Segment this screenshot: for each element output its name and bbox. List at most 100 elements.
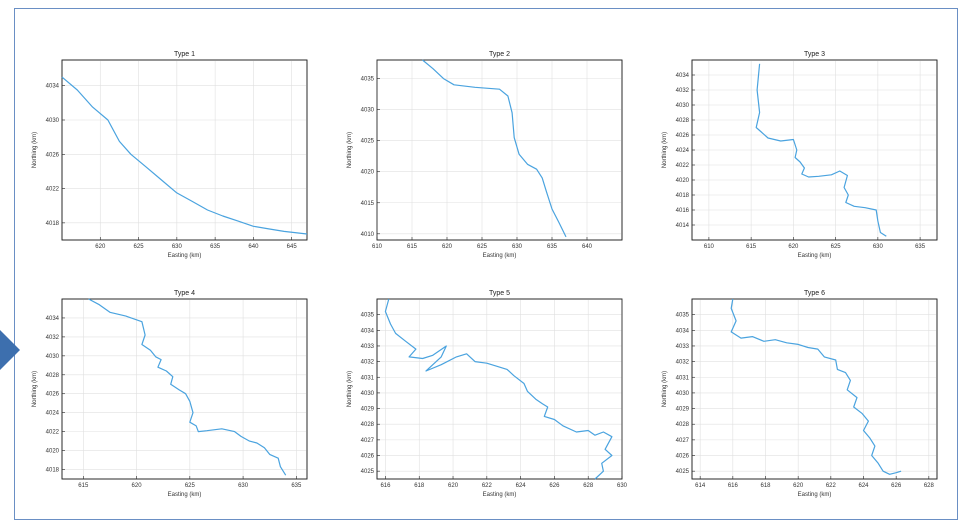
x-tick-label: 640 [582, 244, 593, 250]
x-tick-label: 630 [238, 483, 249, 489]
y-tick-label: 4018 [676, 193, 690, 199]
x-axis-label: Easting (km) [798, 253, 832, 259]
y-axis-label: Northing (km) [662, 132, 668, 168]
y-axis-label: Northing (km) [32, 371, 38, 407]
pointer-arrow-icon [0, 330, 20, 370]
x-tick-label: 622 [482, 483, 493, 489]
x-tick-label: 618 [414, 483, 425, 489]
x-tick-label: 635 [915, 244, 926, 250]
series-line [61, 76, 308, 235]
plot-area [691, 298, 938, 480]
x-tick-label: 626 [891, 483, 902, 489]
y-tick-label: 4018 [46, 221, 60, 227]
y-tick-label: 4034 [46, 84, 60, 90]
chart-type-1: Type 1 620 625 630 635 640 645 4018 4022 4026 4030… [32, 51, 308, 259]
y-tick-label: 4026 [46, 392, 60, 398]
chart-title: Type 4 [174, 290, 195, 297]
series-line [88, 298, 287, 476]
x-tick-label: 620 [132, 483, 143, 489]
y-tick-label: 4010 [361, 232, 375, 238]
x-tick-label: 640 [248, 244, 259, 250]
y-tick-label: 4032 [46, 335, 60, 341]
y-tick-label: 4030 [676, 391, 690, 397]
y-tick-label: 4026 [361, 454, 375, 460]
y-tick-label: 4031 [361, 375, 375, 381]
y-tick-label: 4034 [361, 328, 375, 334]
x-tick-label: 624 [516, 483, 527, 489]
y-tick-label: 4035 [361, 313, 375, 319]
y-tick-label: 4030 [361, 108, 375, 114]
chart-type-2: Type 2 610 615 620 625 630 635 640 4010 4015 4020 4… [347, 51, 623, 259]
plot-area [61, 59, 308, 241]
y-tick-label: 4030 [46, 354, 60, 360]
y-tick-label: 4025 [676, 469, 690, 475]
y-tick-label: 4029 [676, 407, 690, 413]
y-tick-label: 4035 [361, 77, 375, 83]
chart-title: Type 1 [174, 51, 195, 58]
y-tick-label: 4018 [46, 468, 60, 474]
y-tick-label: 4022 [676, 163, 690, 169]
y-tick-label: 4033 [676, 344, 690, 350]
y-tick-label: 4028 [361, 422, 375, 428]
y-tick-label: 4026 [676, 454, 690, 460]
x-tick-label: 625 [134, 244, 145, 250]
x-tick-label: 625 [831, 244, 842, 250]
y-axis-label: Northing (km) [347, 371, 353, 407]
x-axis-label: Easting (km) [483, 253, 517, 259]
y-tick-label: 4026 [46, 152, 60, 158]
x-tick-label: 635 [291, 483, 302, 489]
y-tick-label: 4024 [676, 148, 690, 154]
x-tick-label: 620 [95, 244, 106, 250]
y-tick-label: 4032 [676, 88, 690, 94]
x-tick-label: 620 [788, 244, 799, 250]
x-tick-label: 630 [873, 244, 884, 250]
series-line [730, 298, 902, 475]
y-tick-label: 4020 [46, 449, 60, 455]
chart-title: Type 6 [804, 290, 825, 297]
y-tick-label: 4034 [46, 316, 60, 322]
x-tick-label: 620 [442, 244, 453, 250]
x-tick-label: 628 [924, 483, 935, 489]
x-tick-label: 630 [172, 244, 183, 250]
x-axis-label: Easting (km) [168, 492, 202, 498]
y-tick-label: 4028 [46, 373, 60, 379]
axes-frame [376, 298, 623, 480]
x-axis-label: Easting (km) [168, 253, 202, 259]
y-axis-label: Northing (km) [662, 371, 668, 407]
axes-frame [376, 59, 623, 241]
series-line [422, 59, 567, 238]
x-tick-label: 614 [695, 483, 706, 489]
y-tick-label: 4028 [676, 118, 690, 124]
y-tick-label: 4015 [361, 201, 375, 207]
y-tick-label: 4032 [676, 360, 690, 366]
y-tick-label: 4034 [676, 328, 690, 334]
chart-title: Type 5 [489, 290, 510, 297]
x-tick-label: 628 [583, 483, 594, 489]
y-tick-label: 4020 [361, 170, 375, 176]
y-tick-label: 4022 [46, 430, 60, 436]
y-tick-label: 4026 [676, 133, 690, 139]
plot-area [376, 59, 623, 241]
plot-area [376, 298, 623, 480]
plot-area [61, 298, 308, 480]
y-tick-label: 4025 [361, 139, 375, 145]
chart-type-5: Type 5 616 618 620 622 624 626 628 630 4025 4026 40… [347, 290, 628, 498]
x-tick-label: 625 [185, 483, 196, 489]
chart-type-3: Type 3 610 615 620 625 630 635 4014 4016 4018 4020… [662, 51, 938, 259]
y-tick-label: 4033 [361, 344, 375, 350]
chart-title: Type 2 [489, 51, 510, 58]
y-tick-label: 4030 [676, 103, 690, 109]
x-tick-label: 620 [448, 483, 459, 489]
x-axis-label: Easting (km) [798, 492, 832, 498]
x-tick-label: 622 [826, 483, 837, 489]
y-tick-label: 4030 [46, 118, 60, 124]
y-tick-label: 4035 [676, 313, 690, 319]
y-axis-label: Northing (km) [32, 132, 38, 168]
x-tick-label: 615 [78, 483, 89, 489]
y-tick-label: 4014 [676, 223, 690, 229]
x-tick-label: 635 [547, 244, 558, 250]
x-axis-label: Easting (km) [483, 492, 517, 498]
chart-type-6: Type 6 614 616 618 620 622 624 626 628 4025 4026 40… [662, 290, 938, 498]
x-tick-label: 620 [793, 483, 804, 489]
x-tick-label: 624 [858, 483, 869, 489]
